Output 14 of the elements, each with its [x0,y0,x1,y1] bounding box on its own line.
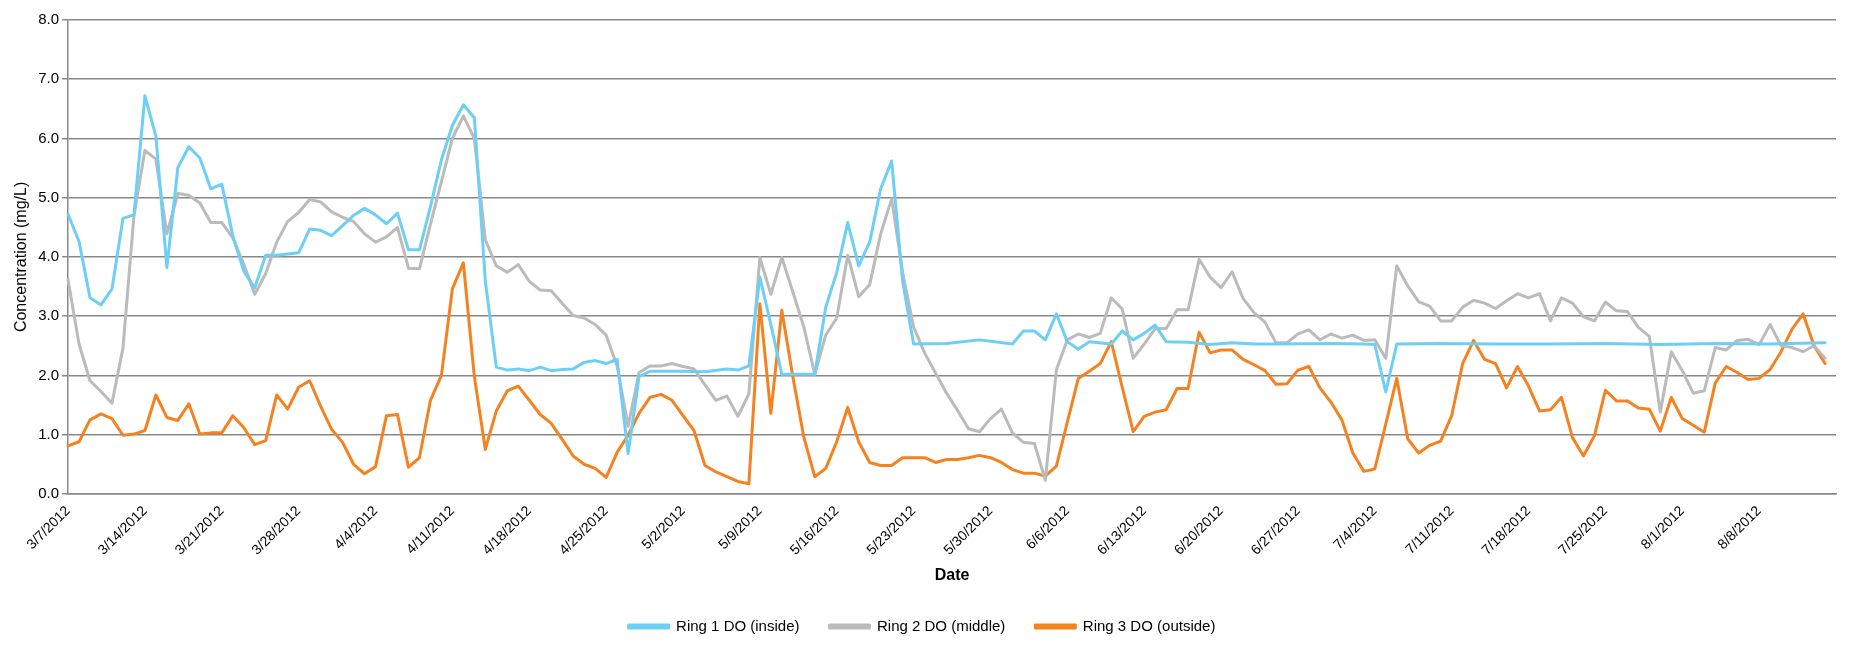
y-tick-label: 5.0 [38,187,60,205]
y-tick-label: 8.0 [38,10,60,28]
y-tick-label: 1.0 [38,424,60,442]
y-axis-title: Concentration (mg/L) [12,181,30,333]
y-tick-label: 7.0 [38,69,60,87]
x-axis-title: Date [934,565,970,583]
legend-label: Ring 2 DO (middle) [876,616,1006,634]
y-tick-label: 2.0 [38,365,60,383]
y-tick-label: 0.0 [38,484,60,502]
legend-label: Ring 1 DO (inside) [676,616,800,634]
y-tick-label: 6.0 [38,128,60,146]
legend-label: Ring 3 DO (outside) [1082,616,1216,634]
y-tick-label: 3.0 [38,306,60,324]
y-tick-label: 4.0 [38,247,60,265]
